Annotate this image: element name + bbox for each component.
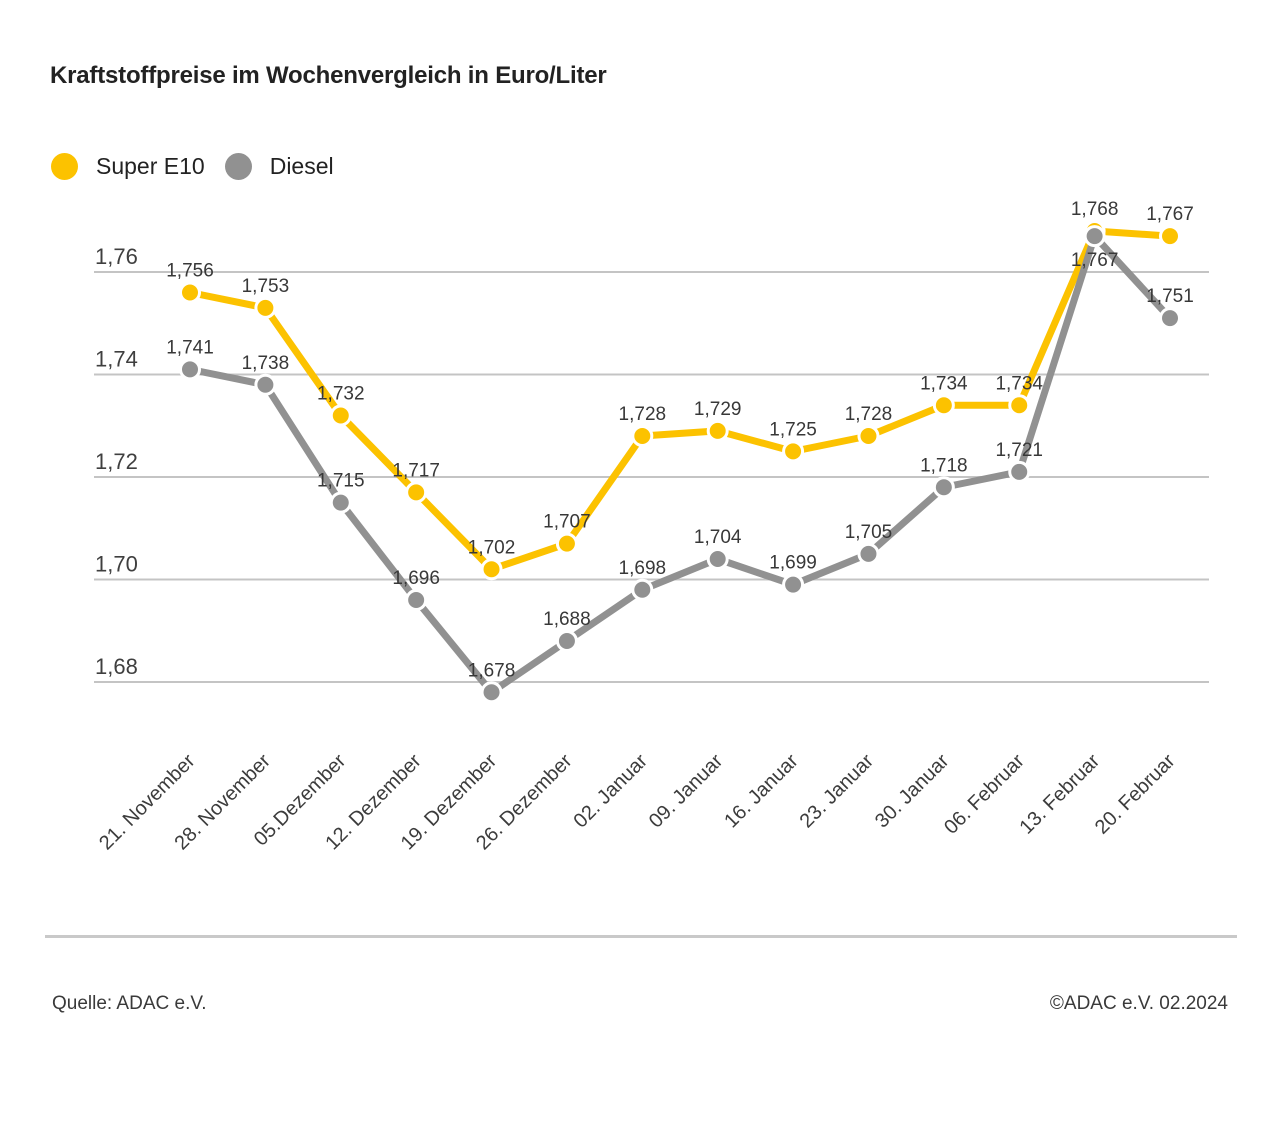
- data-point-super-e10: [179, 281, 201, 304]
- x-tick-label: 16. Januar: [720, 750, 803, 833]
- point-label-diesel: 1,705: [845, 522, 893, 543]
- point-label-diesel: 1,738: [242, 353, 290, 374]
- point-label-super-e10: 1,728: [619, 404, 667, 425]
- point-label-super-e10: 1,725: [769, 419, 817, 440]
- data-point-diesel: [480, 681, 503, 704]
- point-label-diesel: 1,718: [920, 455, 968, 476]
- data-point-super-e10: [254, 296, 277, 319]
- x-tick-label: 23. Januar: [796, 750, 879, 833]
- data-point-super-e10: [782, 440, 805, 463]
- y-tick-label: 1,74: [95, 347, 138, 372]
- x-tick-label: 09. Januar: [645, 750, 728, 833]
- data-point-diesel: [631, 578, 654, 601]
- data-point-super-e10: [405, 481, 428, 504]
- point-label-super-e10: 1,734: [920, 373, 968, 394]
- point-label-diesel: 1,751: [1146, 286, 1194, 307]
- data-point-super-e10: [932, 394, 955, 417]
- y-tick-label: 1,72: [95, 449, 138, 474]
- point-label-diesel: 1,696: [392, 568, 440, 589]
- legend-item-super-e10: Super E10: [51, 153, 205, 180]
- data-point-super-e10: [1159, 225, 1182, 248]
- x-tick-label: 20. Februar: [1091, 750, 1180, 839]
- point-label-super-e10: 1,767: [1146, 204, 1194, 225]
- x-tick-label: 13. Februar: [1015, 750, 1104, 839]
- series-line-super-e10: [186, 227, 1174, 573]
- y-tick-label: 1,70: [95, 552, 138, 577]
- point-label-super-e10: 1,756: [166, 261, 214, 282]
- data-point-diesel: [179, 358, 201, 381]
- data-point-diesel: [857, 542, 880, 565]
- point-label-super-e10: 1,768: [1071, 199, 1119, 220]
- y-tick-label: 1,68: [95, 654, 138, 679]
- legend-item-diesel: Diesel: [224, 153, 334, 180]
- source-text: Quelle: ADAC e.V.: [52, 993, 207, 1014]
- data-point-diesel: [405, 589, 428, 611]
- point-label-super-e10: 1,717: [392, 460, 440, 481]
- point-label-diesel: 1,698: [619, 558, 667, 579]
- point-label-diesel: 1,715: [317, 471, 365, 492]
- y-tick-label: 1,76: [95, 244, 138, 269]
- data-point-super-e10: [631, 425, 654, 447]
- data-point-diesel: [254, 373, 277, 396]
- x-tick-label: 30. Januar: [871, 750, 954, 833]
- point-label-diesel: 1,767: [1071, 250, 1119, 271]
- x-tick-label: 06. Februar: [940, 750, 1029, 839]
- legend-label-diesel: Diesel: [269, 153, 334, 179]
- data-point-diesel: [706, 548, 729, 570]
- legend: Super E10 Diesel: [51, 153, 334, 180]
- legend-dot-diesel-icon: [224, 153, 252, 180]
- point-label-super-e10: 1,729: [694, 399, 742, 420]
- point-label-super-e10: 1,728: [845, 404, 893, 425]
- data-point-diesel: [1008, 460, 1031, 483]
- footer: Quelle: ADAC e.V. ©ADAC e.V. 02.2024: [52, 993, 1228, 1015]
- copyright-text: ©ADAC e.V. 02.2024: [1049, 993, 1228, 1014]
- point-label-diesel: 1,699: [769, 553, 817, 574]
- point-label-super-e10: 1,707: [543, 512, 591, 533]
- data-point-super-e10: [857, 425, 880, 447]
- point-label-diesel: 1,741: [166, 337, 214, 358]
- point-label-super-e10: 1,702: [468, 537, 516, 558]
- point-label-diesel: 1,678: [468, 660, 516, 681]
- point-label-diesel: 1,704: [694, 527, 742, 548]
- series-line-diesel: [186, 232, 1174, 696]
- legend-dot-super-e10-icon: [51, 153, 78, 180]
- data-point-diesel: [932, 476, 955, 499]
- data-point-diesel: [1159, 307, 1182, 330]
- data-point-diesel: [782, 573, 805, 596]
- legend-label-super-e10: Super E10: [96, 153, 205, 179]
- data-point-super-e10: [555, 532, 578, 555]
- point-label-super-e10: 1,732: [317, 384, 365, 405]
- point-label-diesel: 1,721: [995, 440, 1043, 461]
- data-point-diesel: [1083, 225, 1106, 248]
- data-point-super-e10: [1008, 394, 1031, 417]
- data-point-diesel: [555, 630, 578, 652]
- data-point-super-e10: [329, 404, 352, 427]
- point-label-super-e10: 1,753: [242, 276, 290, 297]
- x-tick-label: 02. Januar: [569, 750, 652, 833]
- point-label-super-e10: 1,734: [995, 373, 1043, 394]
- point-label-diesel: 1,688: [543, 609, 591, 630]
- footer-divider: [45, 935, 1237, 938]
- data-point-diesel: [329, 491, 352, 514]
- chart-title: Kraftstoffpreise im Wochenvergleich in E…: [50, 62, 607, 89]
- data-point-super-e10: [480, 558, 503, 581]
- data-point-super-e10: [706, 419, 729, 442]
